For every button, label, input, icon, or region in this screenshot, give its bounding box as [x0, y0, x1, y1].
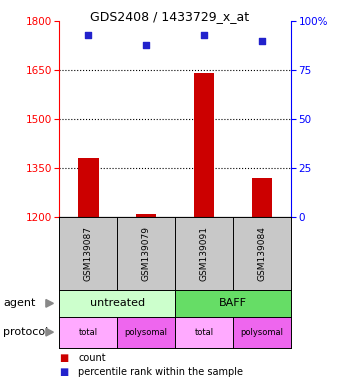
Bar [252, 178, 272, 217]
Text: percentile rank within the sample: percentile rank within the sample [78, 367, 243, 377]
Text: BAFF: BAFF [219, 298, 247, 308]
Text: GSM139091: GSM139091 [200, 226, 208, 281]
Text: agent: agent [3, 298, 36, 308]
Text: count: count [78, 353, 106, 363]
Text: ■: ■ [59, 367, 69, 377]
Text: GSM139084: GSM139084 [257, 226, 266, 281]
Text: total: total [194, 328, 214, 337]
Bar [136, 214, 156, 217]
Text: protocol: protocol [3, 327, 49, 337]
Point [259, 38, 265, 44]
Bar [194, 73, 214, 217]
Point [143, 41, 149, 48]
Text: ■: ■ [59, 353, 69, 363]
Bar [78, 158, 99, 217]
Text: untreated: untreated [90, 298, 145, 308]
Text: GDS2408 / 1433729_x_at: GDS2408 / 1433729_x_at [90, 10, 250, 23]
Text: total: total [79, 328, 98, 337]
Text: GSM139079: GSM139079 [142, 226, 151, 281]
Text: GSM139087: GSM139087 [84, 226, 93, 281]
Text: polysomal: polysomal [240, 328, 283, 337]
Point [201, 32, 207, 38]
Text: polysomal: polysomal [125, 328, 168, 337]
Point [86, 32, 91, 38]
